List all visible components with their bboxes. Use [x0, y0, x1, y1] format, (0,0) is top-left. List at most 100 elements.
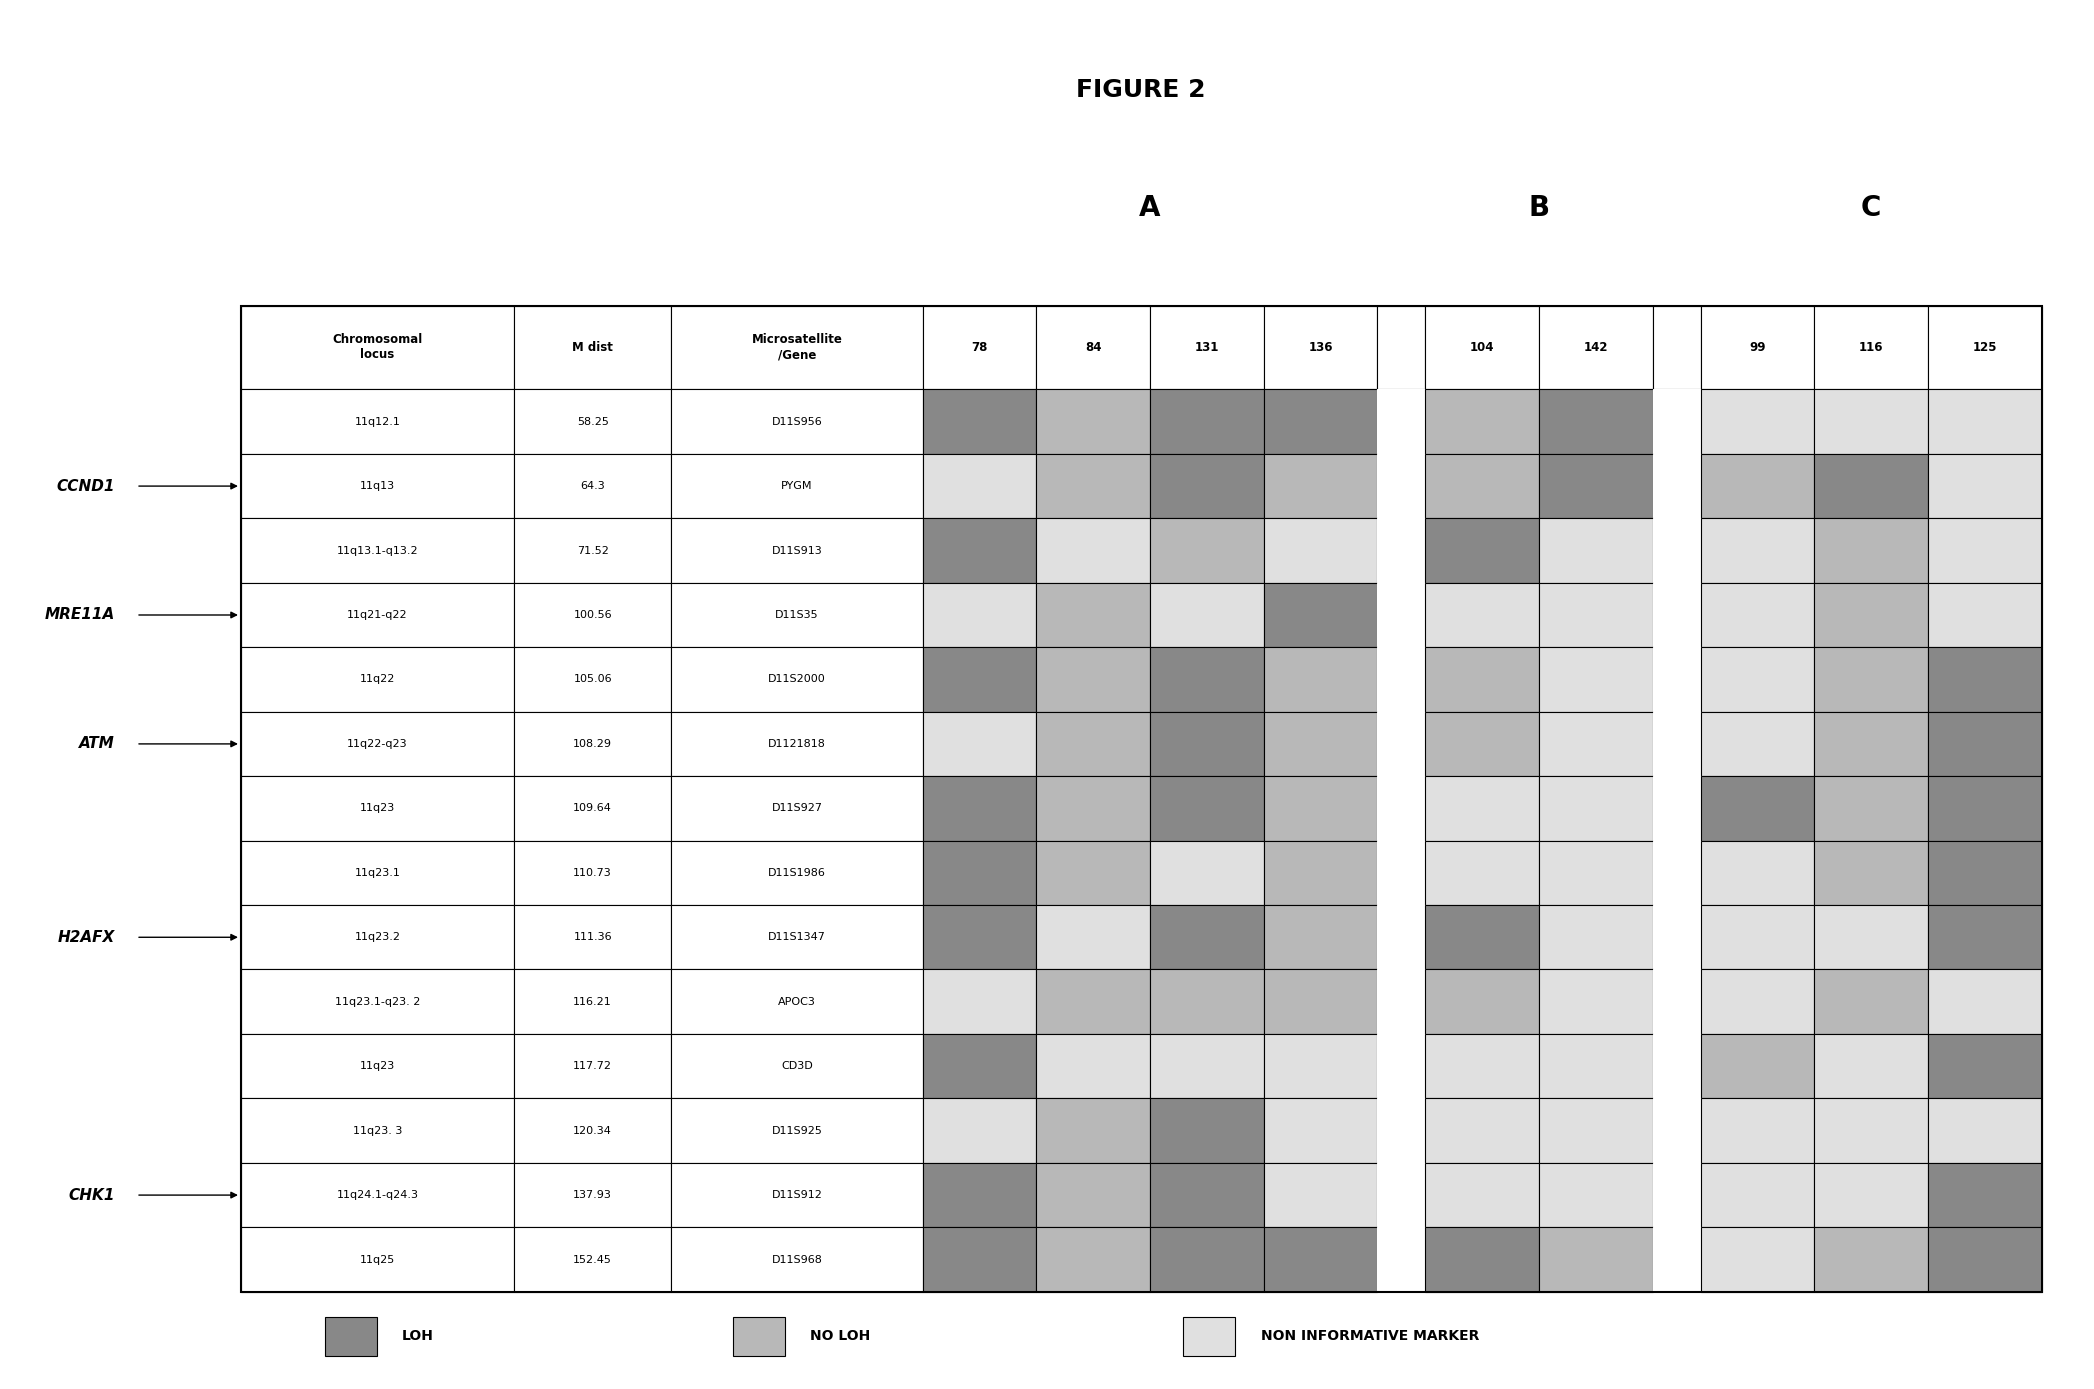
- Bar: [1929, 518, 2042, 583]
- Bar: [923, 711, 1037, 776]
- Bar: [1263, 1163, 1378, 1228]
- Text: 11q24.1-q24.3: 11q24.1-q24.3: [337, 1190, 419, 1200]
- Bar: [1037, 906, 1150, 970]
- Bar: [1426, 711, 1539, 776]
- Bar: [1037, 306, 1150, 389]
- Bar: [1378, 518, 1426, 583]
- Bar: [1700, 518, 1813, 583]
- Bar: [1652, 776, 1700, 840]
- Bar: [325, 1317, 377, 1356]
- Bar: [1150, 583, 1263, 647]
- Bar: [1426, 906, 1539, 970]
- Text: D11S927: D11S927: [771, 803, 823, 814]
- Text: 11q13: 11q13: [360, 481, 396, 492]
- Text: D11S2000: D11S2000: [768, 675, 825, 685]
- Text: CD3D: CD3D: [781, 1061, 812, 1071]
- Bar: [241, 583, 513, 647]
- Text: D11S956: D11S956: [773, 417, 823, 426]
- Bar: [923, 776, 1037, 840]
- Bar: [1652, 647, 1700, 711]
- Bar: [1652, 840, 1700, 906]
- Bar: [672, 389, 923, 454]
- Bar: [513, 454, 672, 518]
- Bar: [1037, 1033, 1150, 1099]
- Bar: [1037, 454, 1150, 518]
- Text: 120.34: 120.34: [574, 1125, 611, 1136]
- Bar: [1929, 389, 2042, 454]
- Text: NON INFORMATIVE MARKER: NON INFORMATIVE MARKER: [1261, 1329, 1478, 1343]
- Bar: [1426, 1228, 1539, 1292]
- Bar: [1150, 840, 1263, 906]
- Bar: [1150, 518, 1263, 583]
- Text: APOC3: APOC3: [779, 997, 817, 1007]
- Bar: [1700, 1033, 1813, 1099]
- Bar: [1150, 306, 1263, 389]
- Bar: [1037, 711, 1150, 776]
- Bar: [1652, 970, 1700, 1033]
- Text: 104: 104: [1470, 340, 1495, 354]
- Text: 100.56: 100.56: [574, 610, 611, 619]
- Bar: [1929, 454, 2042, 518]
- Bar: [1813, 1099, 1929, 1163]
- Bar: [1813, 906, 1929, 970]
- Bar: [923, 906, 1037, 970]
- Bar: [1929, 1099, 2042, 1163]
- Bar: [513, 1163, 672, 1228]
- Text: 71.52: 71.52: [576, 546, 609, 556]
- Bar: [1183, 1317, 1235, 1356]
- Bar: [1037, 1228, 1150, 1292]
- Text: D11S925: D11S925: [771, 1125, 823, 1136]
- Bar: [241, 906, 513, 970]
- Bar: [1378, 1099, 1426, 1163]
- Bar: [923, 1163, 1037, 1228]
- Bar: [1378, 840, 1426, 906]
- Bar: [1150, 970, 1263, 1033]
- Bar: [1929, 1163, 2042, 1228]
- Bar: [1150, 711, 1263, 776]
- Text: 116: 116: [1859, 340, 1883, 354]
- Bar: [1150, 1033, 1263, 1099]
- Bar: [672, 306, 923, 389]
- Bar: [1539, 906, 1652, 970]
- Bar: [1700, 647, 1813, 711]
- Text: 58.25: 58.25: [576, 417, 609, 426]
- Bar: [672, 1099, 923, 1163]
- Bar: [1378, 389, 1426, 454]
- Text: D11S968: D11S968: [771, 1254, 823, 1264]
- Bar: [923, 1033, 1037, 1099]
- Bar: [1150, 1099, 1263, 1163]
- Bar: [1037, 1163, 1150, 1228]
- Text: 11q23.1: 11q23.1: [354, 868, 400, 878]
- Text: 11q22-q23: 11q22-q23: [348, 739, 408, 749]
- Text: Chromosomal
locus: Chromosomal locus: [333, 333, 423, 361]
- Bar: [1378, 647, 1426, 711]
- Bar: [513, 306, 672, 389]
- Bar: [672, 647, 923, 711]
- Bar: [1263, 776, 1378, 840]
- Bar: [241, 647, 513, 711]
- Bar: [513, 776, 672, 840]
- Bar: [1652, 1163, 1700, 1228]
- Text: D11S35: D11S35: [775, 610, 819, 619]
- Bar: [241, 518, 513, 583]
- Text: A: A: [1139, 194, 1160, 222]
- Bar: [1813, 454, 1929, 518]
- Bar: [1426, 306, 1539, 389]
- Bar: [241, 1228, 513, 1292]
- Bar: [672, 840, 923, 906]
- Bar: [241, 306, 2042, 1292]
- Text: 152.45: 152.45: [574, 1254, 611, 1264]
- Text: 11q23: 11q23: [360, 803, 396, 814]
- Text: 11q22: 11q22: [360, 675, 396, 685]
- Bar: [1652, 583, 1700, 647]
- Bar: [1539, 840, 1652, 906]
- Bar: [923, 306, 1037, 389]
- Bar: [672, 1033, 923, 1099]
- Bar: [1426, 454, 1539, 518]
- Bar: [1700, 1099, 1813, 1163]
- Bar: [1539, 1163, 1652, 1228]
- Bar: [1813, 970, 1929, 1033]
- Bar: [1813, 1033, 1929, 1099]
- Bar: [513, 970, 672, 1033]
- Bar: [1813, 840, 1929, 906]
